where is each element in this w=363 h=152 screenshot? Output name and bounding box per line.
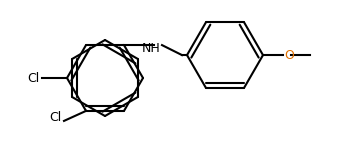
Text: Cl: Cl [50,111,62,124]
Text: Cl: Cl [28,71,40,85]
Text: O: O [284,49,294,62]
Text: NH: NH [142,42,160,55]
